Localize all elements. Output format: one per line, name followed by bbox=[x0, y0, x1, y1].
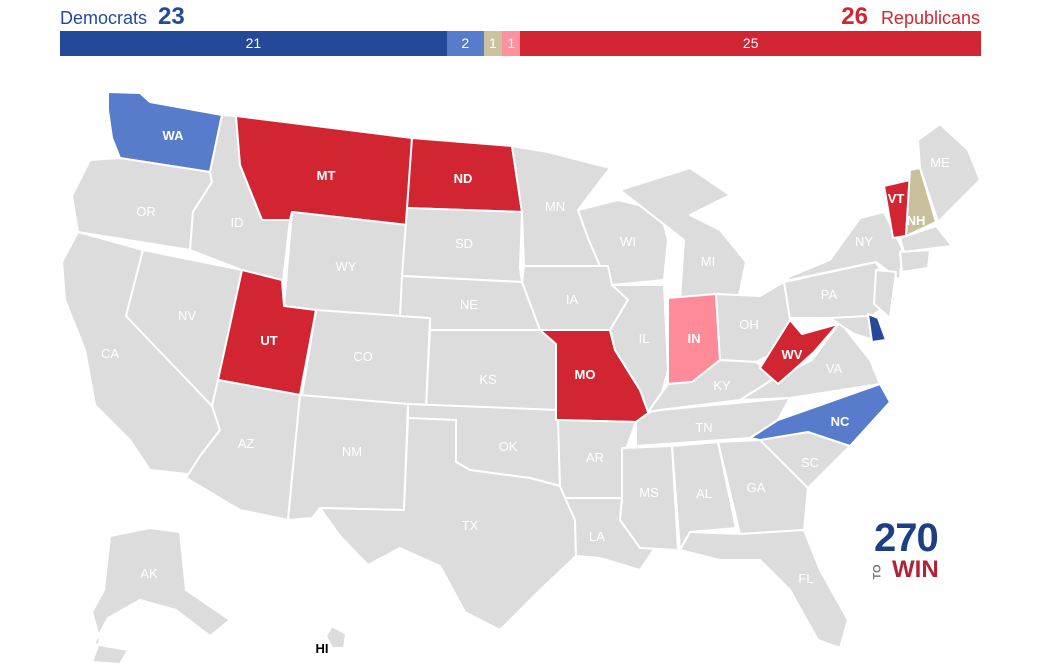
state-label-id: ID bbox=[231, 215, 244, 230]
state-label-wa: WA bbox=[163, 128, 185, 143]
democrats-header: Democrats 23 bbox=[60, 5, 185, 30]
state-nh[interactable] bbox=[905, 167, 937, 237]
state-label-sd: SD bbox=[455, 236, 473, 251]
state-label-ia: IA bbox=[566, 292, 579, 307]
bar-segment-tossup: 1 bbox=[483, 31, 503, 56]
state-ga[interactable] bbox=[717, 439, 809, 535]
state-ma[interactable] bbox=[899, 225, 953, 253]
state-wv[interactable] bbox=[759, 319, 839, 385]
state-il[interactable] bbox=[609, 284, 669, 413]
state-label-fl: FL bbox=[798, 571, 813, 586]
state-label-nv: NV bbox=[178, 308, 196, 323]
state-label-ks: KS bbox=[479, 372, 497, 387]
state-label-mi: MI bbox=[701, 254, 715, 269]
state-nc[interactable] bbox=[749, 383, 891, 447]
state-label-wi: WI bbox=[620, 234, 636, 249]
state-label-me: ME bbox=[930, 155, 950, 170]
270towin-logo[interactable]: 270 TO WIN bbox=[872, 518, 944, 584]
state-label-vt: VT bbox=[888, 191, 905, 206]
state-nj[interactable] bbox=[873, 269, 897, 319]
state-label-ky: KY bbox=[713, 378, 731, 393]
seat-balance-bar: 21 2 1 1 25 bbox=[60, 31, 981, 56]
state-label-ar: AR bbox=[586, 450, 604, 465]
state-label-oh: OH bbox=[739, 317, 759, 332]
republicans-label: Republicans bbox=[880, 8, 980, 28]
state-label-pa: PA bbox=[821, 287, 838, 302]
bar-segment-safe-rep: 25 bbox=[520, 31, 981, 56]
state-label-nd: ND bbox=[454, 171, 473, 186]
state-label-al: AL bbox=[696, 486, 712, 501]
state-tx[interactable] bbox=[319, 417, 577, 631]
democrats-total: 23 bbox=[158, 3, 185, 30]
state-label-tx: TX bbox=[462, 518, 479, 533]
state-label-mt: MT bbox=[317, 168, 336, 183]
state-label-or: OR bbox=[136, 204, 156, 219]
state-label-az: AZ bbox=[238, 436, 255, 451]
state-label-ok: OK bbox=[499, 439, 518, 454]
state-label-nc: NC bbox=[831, 414, 850, 429]
state-hi[interactable] bbox=[325, 625, 347, 649]
state-label-mn: MN bbox=[545, 199, 565, 214]
democrats-label: Democrats bbox=[60, 8, 148, 28]
state-label-va: VA bbox=[826, 361, 843, 376]
state-label-tn: TN bbox=[695, 420, 712, 435]
bar-segment-likely-rep: 1 bbox=[502, 31, 521, 56]
state-label-sc: SC bbox=[801, 455, 819, 470]
state-label-la: LA bbox=[589, 529, 605, 544]
state-label-ut: UT bbox=[260, 333, 277, 348]
state-ct[interactable] bbox=[899, 249, 931, 273]
state-ks[interactable] bbox=[425, 329, 559, 411]
state-ak[interactable] bbox=[91, 527, 231, 665]
logo-win: WIN bbox=[892, 556, 939, 583]
logo-number: 270 bbox=[874, 516, 939, 560]
state-label-co: CO bbox=[353, 349, 373, 364]
state-label-ca: CA bbox=[101, 346, 119, 361]
state-label-in: IN bbox=[688, 331, 701, 346]
state-label-nm: NM bbox=[342, 444, 362, 459]
bar-segment-likely-dem: 2 bbox=[446, 31, 484, 56]
republicans-header: 26 Republicans bbox=[841, 5, 980, 30]
republicans-total: 26 bbox=[841, 3, 868, 30]
state-label-ms: MS bbox=[639, 485, 659, 500]
state-fl[interactable] bbox=[679, 529, 849, 649]
bar-segment-safe-dem: 21 bbox=[60, 31, 447, 56]
state-sd[interactable] bbox=[401, 207, 523, 283]
state-label-il: IL bbox=[639, 331, 650, 346]
state-label-ny: NY bbox=[855, 234, 873, 249]
state-label-mo: MO bbox=[575, 367, 596, 382]
state-label-wy: WY bbox=[336, 259, 357, 274]
state-mi[interactable] bbox=[619, 167, 747, 306]
state-label-nh: NH bbox=[907, 213, 926, 228]
logo-to: TO bbox=[871, 564, 884, 580]
state-label-hi: HI bbox=[316, 641, 329, 656]
state-label-wv: WV bbox=[782, 347, 803, 362]
state-de[interactable] bbox=[867, 313, 887, 343]
state-label-ak: AK bbox=[140, 566, 158, 581]
state-label-ne: NE bbox=[460, 297, 478, 312]
state-me[interactable] bbox=[917, 123, 981, 223]
state-tn[interactable] bbox=[635, 397, 791, 447]
state-label-ga: GA bbox=[747, 480, 766, 495]
state-al[interactable] bbox=[671, 441, 737, 551]
